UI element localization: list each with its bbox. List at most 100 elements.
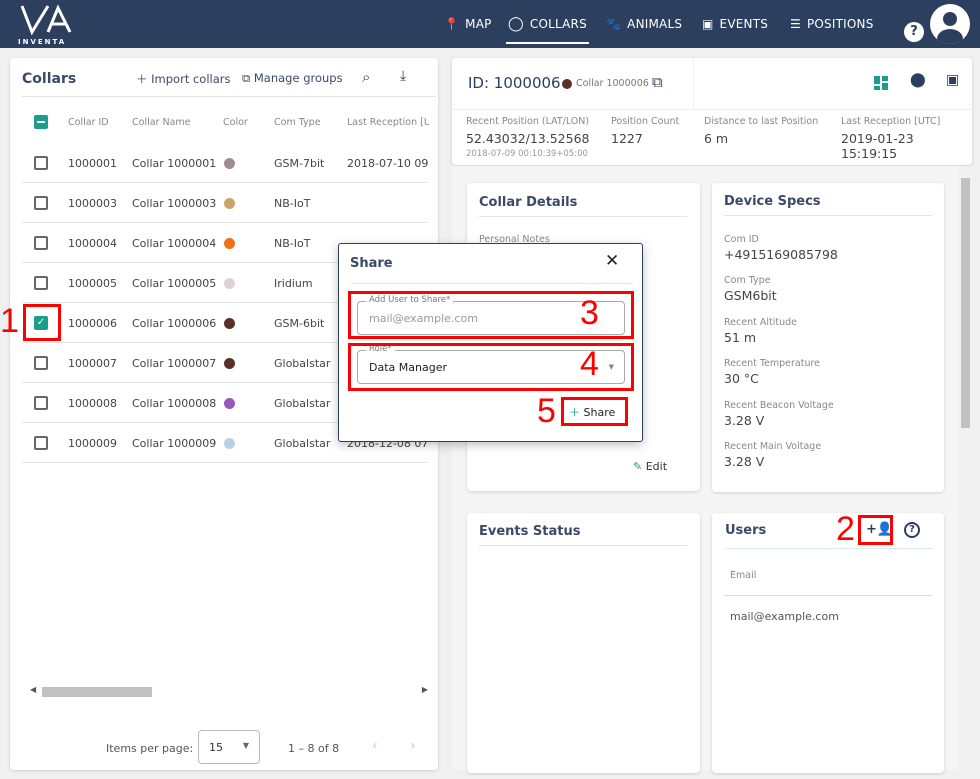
import-collars-button[interactable]: ＋ Import collars [136, 72, 231, 86]
help-icon[interactable]: ? [904, 22, 924, 42]
color-dot [224, 238, 235, 249]
table-row[interactable]: ✓ 1000006 Collar 1000006 GSM-6bit [22, 303, 428, 343]
color-dot [224, 158, 235, 169]
prev-page-button[interactable]: ‹ [372, 738, 378, 754]
row-checkbox[interactable] [34, 356, 48, 370]
user-email: mail@example.com [730, 610, 839, 623]
vertical-scrollbar[interactable] [958, 166, 972, 770]
stat-label: Position Count [611, 116, 680, 127]
collar-id: 1000003 [68, 197, 117, 210]
share-button[interactable]: ＋ Share [569, 404, 615, 420]
annotation-box [561, 397, 628, 426]
add-user-input[interactable]: Add User to Share* mail@example.com [357, 295, 625, 335]
row-checkbox[interactable]: ✓ [34, 316, 48, 330]
chevron-down-icon: ▼ [242, 741, 249, 750]
column-header[interactable]: Color [223, 117, 248, 128]
com-type: Globalstar [274, 397, 331, 410]
collar-summary-card: ID: 1000006 Collar 1000006 ⧉ ⬤ ▣ Recent … [452, 58, 972, 165]
spec-value: GSM6bit [724, 288, 777, 304]
table-row[interactable]: 1000001 Collar 1000001 GSM-7bit 2018-07-… [22, 143, 429, 183]
spec-value: +4915169085798 [724, 247, 838, 262]
collar-id: 1000008 [68, 397, 117, 410]
row-checkbox[interactable] [34, 196, 48, 210]
download-icon[interactable]: ⤓ [400, 68, 407, 84]
color-dot [224, 278, 235, 289]
dashboard-icon[interactable] [874, 75, 888, 90]
items-per-page-label: Items per page: [106, 742, 194, 755]
button-label: Import collars [151, 72, 231, 86]
table-row[interactable]: 1000004 Collar 1000004 NB-IoT [22, 223, 428, 263]
nav-map[interactable]: 📍 MAP [444, 0, 492, 48]
nav-animals[interactable]: 🐾 ANIMALS [606, 0, 682, 48]
manage-groups-button[interactable]: ⧉ Manage groups [242, 71, 343, 86]
pencil-icon: ✎ [633, 460, 643, 473]
color-dot [224, 398, 235, 409]
table-row[interactable]: 1000003 Collar 1000003 NB-IoT [22, 183, 428, 223]
list-icon: ☰ [790, 17, 801, 31]
collar-id: 1000001 [68, 157, 117, 170]
edit-button[interactable]: ✎ Edit [633, 460, 667, 473]
annotation-box [23, 304, 61, 341]
row-checkbox[interactable] [34, 396, 48, 410]
map-pin-icon: 📍 [444, 17, 460, 31]
nav-events[interactable]: ▣ EVENTS [702, 0, 768, 48]
map-pin-icon[interactable]: ⬤ [910, 72, 926, 88]
spec-label: Recent Temperature [724, 358, 821, 370]
row-checkbox[interactable] [34, 436, 48, 450]
inventa-logo[interactable]: INVENTA [18, 4, 76, 46]
table-row[interactable]: 1000005 Collar 1000005 Iridium [22, 263, 428, 303]
column-header[interactable]: Com Type [274, 117, 321, 128]
annotation-number: 1 [0, 302, 19, 340]
personal-notes-label: Personal Notes [479, 234, 550, 245]
row-checkbox[interactable] [34, 156, 48, 170]
collar-id: 1000006 [68, 317, 117, 330]
spec-label: Recent Beacon Voltage [724, 399, 834, 411]
horizontal-scrollbar[interactable]: ◀ ▶ [30, 685, 428, 697]
events-status-card: Events Status [467, 513, 700, 773]
collar-name: Collar 1000004 [132, 237, 217, 250]
com-type: GSM-7bit [274, 157, 325, 170]
chevron-down-icon: ▼ [608, 363, 614, 371]
share-dialog: Share ✕ Add User to Share* mail@example.… [338, 243, 643, 442]
annotation-number: 2 [836, 510, 855, 548]
nav-label: COLLARS [529, 17, 587, 31]
select-all-checkbox[interactable] [34, 115, 48, 129]
column-header[interactable]: Collar Name [132, 117, 191, 128]
collar-icon: ◯ [508, 16, 524, 32]
items-per-page-select[interactable]: 15 ▼ [198, 730, 260, 764]
table-row[interactable]: 1000007 Collar 1000007 Globalstar [22, 343, 428, 383]
column-header[interactable]: Last Reception [UT [347, 117, 429, 128]
com-type: Globalstar [274, 357, 331, 370]
avatar[interactable] [930, 4, 970, 44]
stat-label: Last Reception [UTC] [841, 116, 941, 127]
com-type: Iridium [274, 277, 313, 290]
nav-label: POSITIONS [806, 17, 874, 31]
help-icon[interactable]: ? [904, 522, 920, 538]
nav-label: ANIMALS [627, 17, 683, 31]
calendar-icon[interactable]: ▣ [946, 72, 960, 88]
row-checkbox[interactable] [34, 276, 48, 290]
role-select[interactable]: Role* Data Manager ▼ [357, 344, 625, 384]
color-dot [224, 318, 235, 329]
collar-name: Collar 1000009 [132, 437, 217, 450]
collar-name: Collar 1000005 [132, 277, 217, 290]
collar-name: Collar 1000003 [132, 197, 217, 210]
add-user-button[interactable]: +👤 [866, 522, 894, 537]
table-row[interactable]: 1000008 Collar 1000008 Globalstar [22, 383, 428, 423]
pagination-range: 1 – 8 of 8 [288, 742, 340, 755]
next-page-button[interactable]: › [410, 738, 416, 754]
dialog-title: Share [350, 256, 393, 271]
close-icon[interactable]: ✕ [605, 251, 620, 271]
nav-positions[interactable]: ☰ POSITIONS [790, 0, 874, 48]
spec-value: 3.28 V [724, 412, 765, 428]
button-label: Manage groups [253, 71, 343, 85]
open-external-icon[interactable]: ⧉ [652, 73, 663, 91]
com-type: Globalstar [274, 437, 331, 450]
nav-collars[interactable]: ◯ COLLARS [506, 0, 589, 48]
card-title: Collar Details [479, 195, 578, 210]
column-header[interactable]: Collar ID [68, 117, 109, 128]
search-icon[interactable]: ⌕ [362, 68, 371, 86]
input-placeholder: mail@example.com [369, 312, 478, 325]
row-checkbox[interactable] [34, 236, 48, 250]
annotation-number: 5 [537, 392, 556, 430]
